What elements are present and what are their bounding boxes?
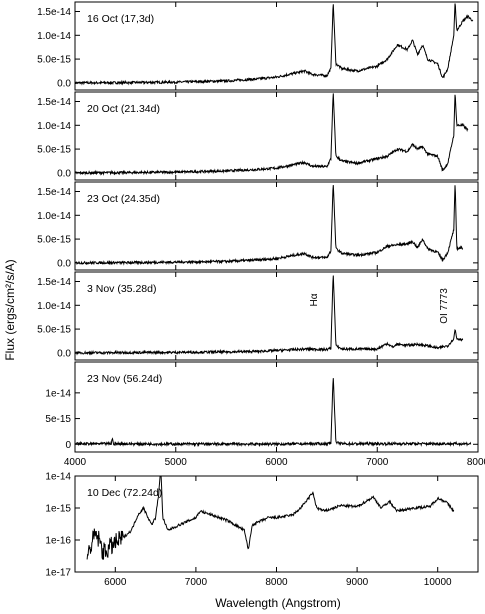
- y-tick-label: 5.0e-15: [37, 145, 71, 156]
- panel-5: 0 5e-15 1e-14 4000 5000 6000 7000 8000 23 Nov (5…: [45, 361, 485, 468]
- spectrum-line: [74, 3, 474, 86]
- y-tick-label: 1.0e-14: [37, 301, 71, 312]
- y-tick-label: 1e-17: [45, 568, 71, 579]
- panel-4: 0.0 5.0e-15 1.0e-14 1.5e-14 3 Nov (35.28d) Hα…: [37, 271, 479, 361]
- y-tick-label: 1.0e-14: [37, 211, 71, 222]
- panel-2: 0.0 5.0e-15 1.0e-14 1.5e-14 20 Oct (21.34d): [37, 91, 479, 181]
- x-tick-label: 9000: [346, 577, 369, 588]
- y-tick-label: 1e-16: [45, 536, 71, 547]
- x-tick-label: 5000: [165, 457, 188, 468]
- spectrum-line: [74, 185, 464, 266]
- y-tick-label: 1e-14: [45, 388, 71, 399]
- panel-1: 0.0 5.0e-15 1.0e-14 1.5e-14 16 Oct (17,3d): [37, 1, 479, 91]
- y-axis-label: Flux (ergs/cm²/s/A): [3, 259, 17, 360]
- y-tick-label: 1.0e-14: [37, 31, 71, 42]
- y-tick-label: 5.0e-15: [37, 235, 71, 246]
- y-tick-label: 5e-15: [45, 414, 71, 425]
- x-tick-label: 7000: [185, 577, 208, 588]
- y-tick-label: 5.0e-15: [37, 55, 71, 66]
- x-tick-label: 7000: [366, 457, 389, 468]
- panel-6: 1e-17 1e-16 1e-15 1e-14 6000 7000 8000 9000 1000…: [45, 472, 479, 588]
- panel-title: 23 Oct (24.35d): [87, 193, 160, 205]
- panel-title: 20 Oct (21.34d): [87, 103, 160, 115]
- x-tick-label: 6000: [104, 577, 127, 588]
- annotation-oi7773: OI 7773: [439, 288, 450, 324]
- spectrum-line: [74, 275, 464, 356]
- x-axis-label: Wavelength (Angstrom): [215, 596, 341, 610]
- x-tick-label: 10000: [424, 577, 452, 588]
- y-tick-label: 1e-15: [45, 504, 71, 515]
- y-tick-label: 0.0: [57, 258, 71, 269]
- panel-title: 10 Dec (72.24d): [87, 487, 162, 499]
- y-tick-label: 1.5e-14: [37, 7, 71, 18]
- spectrum-line: [74, 93, 469, 176]
- spectrum-line: [74, 378, 472, 448]
- y-tick-label: 1.5e-14: [37, 277, 71, 288]
- annotation-halpha: Hα: [309, 293, 320, 306]
- x-tick-label: 6000: [265, 457, 288, 468]
- panel-3: 0.0 5.0e-15 1.0e-14 1.5e-14 23 Oct (24.35d): [37, 181, 479, 271]
- spectrum-line: [86, 475, 455, 560]
- y-tick-label: 0: [65, 440, 71, 451]
- panel-title: 23 Nov (56.24d): [87, 373, 162, 385]
- x-tick-label: 8000: [265, 577, 288, 588]
- y-tick-label: 1e-14: [45, 472, 71, 483]
- y-tick-label: 0.0: [57, 168, 71, 179]
- panel-title: 3 Nov (35.28d): [87, 283, 156, 295]
- panel-title: 16 Oct (17,3d): [87, 13, 154, 25]
- x-tick-label: 8000: [467, 457, 485, 468]
- y-tick-label: 1.5e-14: [37, 97, 71, 108]
- y-tick-label: 5.0e-15: [37, 325, 71, 336]
- y-tick-label: 1.5e-14: [37, 187, 71, 198]
- y-tick-label: 1.0e-14: [37, 121, 71, 132]
- x-tick-label: 4000: [64, 457, 87, 468]
- y-tick-label: 0.0: [57, 78, 71, 89]
- y-tick-label: 0.0: [57, 348, 71, 359]
